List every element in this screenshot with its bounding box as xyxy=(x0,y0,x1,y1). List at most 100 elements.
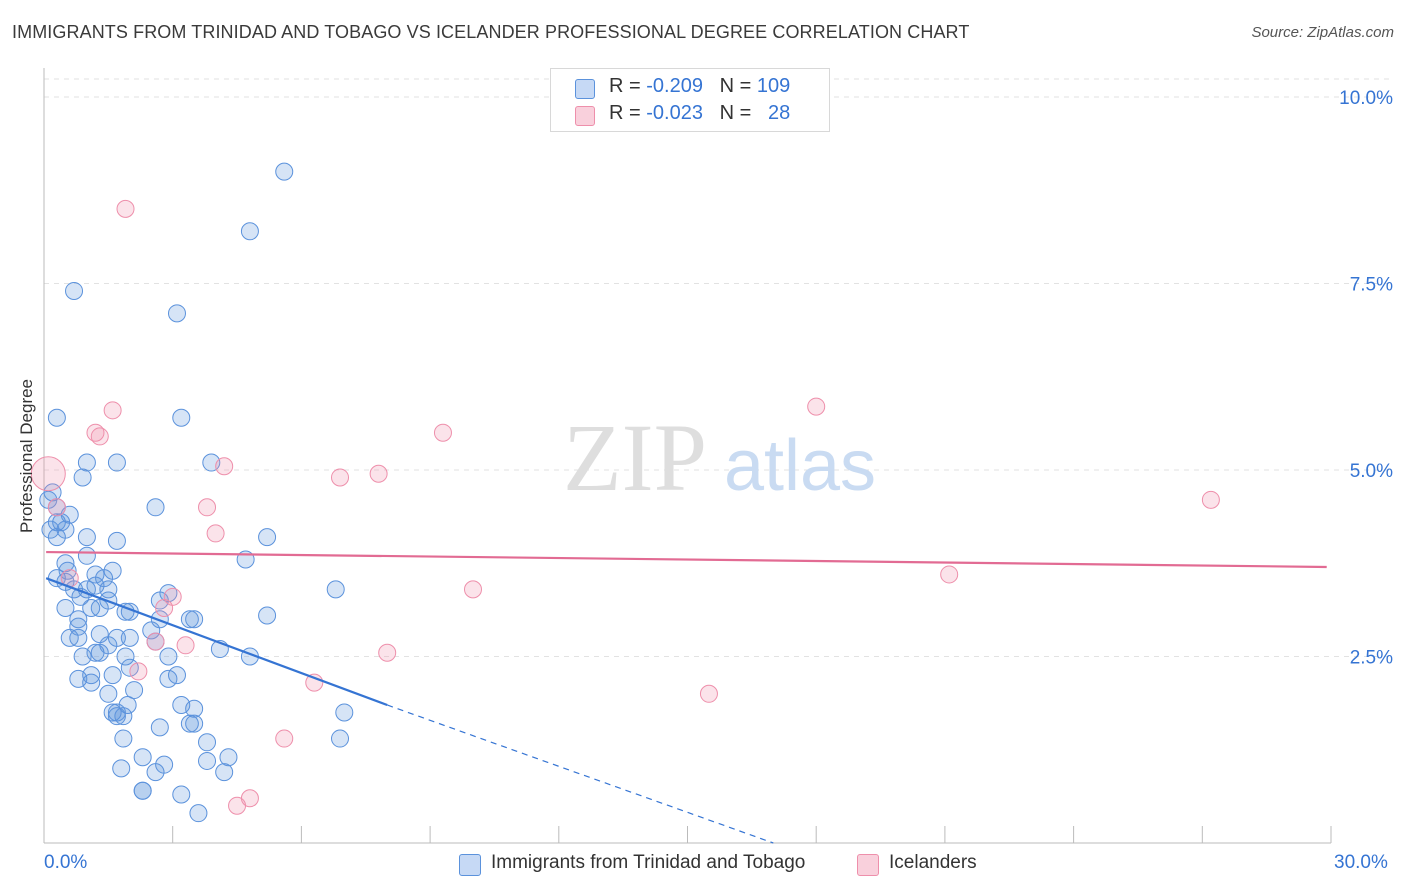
blue-point-9 xyxy=(73,468,92,487)
blue-point-94 xyxy=(112,759,131,778)
pink-point-2 xyxy=(103,401,122,420)
blue-point-6 xyxy=(77,453,96,472)
blue-trend-line xyxy=(45,577,388,707)
correlation-legend: R = -0.209 N = 109 R = -0.023 N = 28 xyxy=(550,68,830,132)
blue-point-20 xyxy=(47,528,66,547)
pink-point-18 xyxy=(155,599,174,618)
bottom-legend-swatch-blue xyxy=(459,854,481,876)
blue-trend-extension xyxy=(386,704,774,844)
legend-n-value: 109 xyxy=(756,75,791,97)
blue-point-4 xyxy=(47,408,66,427)
blue-point-7 xyxy=(107,453,126,472)
pink-point-8 xyxy=(369,464,388,483)
pink-point-22 xyxy=(129,662,148,681)
blue-point-83 xyxy=(335,703,354,722)
blue-point-100 xyxy=(189,804,208,823)
pink-point-11 xyxy=(198,498,217,517)
blue-point-67 xyxy=(120,658,139,677)
blue-point-82 xyxy=(114,707,133,726)
blue-point-13 xyxy=(146,498,165,517)
pink-point-1 xyxy=(116,199,135,218)
blue-point-81 xyxy=(107,707,126,726)
blue-point-69 xyxy=(103,666,122,685)
blue-point-5 xyxy=(172,408,191,427)
pink-point-16 xyxy=(464,580,482,599)
blue-point-3 xyxy=(167,304,186,323)
pink-point-6 xyxy=(807,397,826,416)
blue-point-50 xyxy=(185,610,204,629)
blue-point-70 xyxy=(167,666,186,685)
legend-r-value: -0.023 xyxy=(646,102,703,124)
blue-point-89 xyxy=(198,733,217,752)
blue-point-25 xyxy=(56,554,75,573)
y-tick-label-3: 10.0% xyxy=(1339,88,1393,109)
bottom-legend-label-pink: Icelanders xyxy=(889,852,977,873)
blue-point-64 xyxy=(159,647,178,666)
pink-point-27 xyxy=(228,796,247,815)
blue-point-84 xyxy=(180,714,199,733)
blue-point-63 xyxy=(73,647,92,666)
blue-point-49 xyxy=(180,610,199,629)
blue-point-46 xyxy=(258,606,277,625)
blue-point-73 xyxy=(159,669,178,688)
blue-point-88 xyxy=(331,729,350,748)
blue-point-48 xyxy=(69,610,88,629)
axes xyxy=(43,68,1332,844)
pink-point-9 xyxy=(331,468,350,487)
y-tick-labels: 2.5% 5.0% 7.5% 10.0% xyxy=(1339,88,1393,669)
blue-point-18 xyxy=(41,520,60,539)
blue-point-62 xyxy=(90,643,109,662)
blue-point-41 xyxy=(56,599,75,618)
blue-point-55 xyxy=(69,628,88,647)
series-pink-points xyxy=(30,199,1220,815)
pink-point-20 xyxy=(176,636,195,655)
legend-text-pink: R = -0.023 N = 28 xyxy=(609,102,790,125)
blue-point-75 xyxy=(99,684,118,703)
pink-point-5 xyxy=(433,423,452,442)
blue-point-98 xyxy=(133,781,152,800)
pink-point-19 xyxy=(146,632,165,651)
blue-point-43 xyxy=(90,599,109,618)
pink-point-10 xyxy=(47,498,66,517)
blue-point-23 xyxy=(77,546,96,565)
pink-point-7 xyxy=(215,457,234,476)
pink-point-21 xyxy=(378,643,397,662)
pink-point-0 xyxy=(30,456,66,492)
chart-title: IMMIGRANTS FROM TRINIDAD AND TOBAGO VS I… xyxy=(12,22,970,42)
watermark-atlas: atlas xyxy=(724,426,876,506)
blue-point-96 xyxy=(215,763,234,782)
blue-point-91 xyxy=(219,748,238,767)
pink-point-12 xyxy=(1201,490,1220,509)
blue-point-87 xyxy=(114,729,133,748)
blue-point-74 xyxy=(125,681,144,700)
legend-r-value: -0.209 xyxy=(646,75,703,97)
blue-point-99 xyxy=(172,785,191,804)
y-tick-label-0: 2.5% xyxy=(1350,648,1393,669)
legend-swatch-pink xyxy=(575,106,595,126)
bottom-legend-label-blue: Immigrants from Trinidad and Tobago xyxy=(491,852,806,873)
gridlines xyxy=(44,78,1392,657)
pink-point-4 xyxy=(90,427,109,446)
y-axis-label: Professional Degree xyxy=(17,378,36,534)
blue-point-56 xyxy=(120,628,139,647)
legend-text-blue: R = -0.209 N = 109 xyxy=(609,75,790,98)
blue-point-95 xyxy=(146,763,165,782)
legend-n-label: N = xyxy=(719,75,757,97)
legend-swatch-blue xyxy=(575,79,595,99)
series-blue-points xyxy=(39,162,354,823)
blue-point-78 xyxy=(118,695,137,714)
y-tick-label-1: 5.0% xyxy=(1350,461,1393,482)
pink-point-25 xyxy=(275,729,294,748)
legend-r-label: R = xyxy=(609,75,647,97)
blue-point-1 xyxy=(240,222,259,241)
blue-point-21 xyxy=(258,528,277,547)
bottom-legend-swatch-pink xyxy=(857,854,879,876)
blue-point-22 xyxy=(107,531,126,550)
blue-point-0 xyxy=(275,162,294,181)
blue-point-2 xyxy=(65,281,84,300)
blue-point-72 xyxy=(82,673,101,692)
watermark-zip: ZIP xyxy=(563,404,707,511)
blue-point-77 xyxy=(185,699,204,718)
blue-point-19 xyxy=(77,528,96,547)
